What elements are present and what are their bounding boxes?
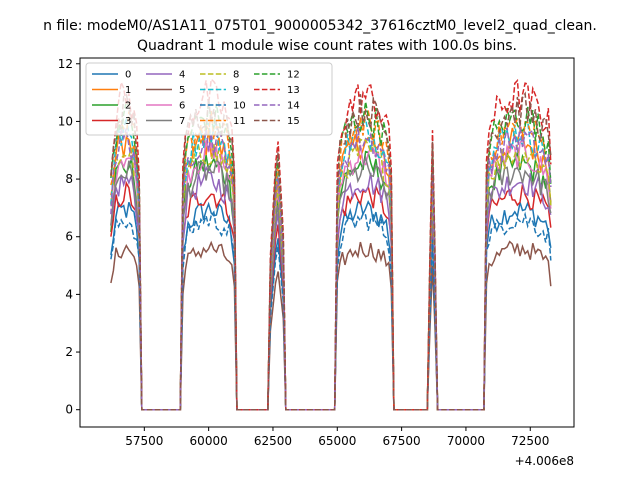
- legend-label: 11: [233, 116, 246, 127]
- y-tick-label: 6: [65, 230, 73, 244]
- x-axis: 57500 60000 62500 65000 67500 70000 72500: [125, 427, 549, 448]
- plot-frame: [79, 57, 575, 428]
- x-tick-label: 67500: [383, 434, 421, 448]
- y-tick-label: 12: [58, 57, 73, 71]
- x-tick-label: 65000: [318, 434, 356, 448]
- x-tick-label: 70000: [447, 434, 485, 448]
- x-tick-label: 62500: [254, 434, 292, 448]
- x-tick-label: 57500: [125, 434, 163, 448]
- legend-label: 4: [179, 70, 185, 81]
- legend-label: 0: [125, 70, 131, 81]
- legend-label: 1: [125, 85, 131, 96]
- y-tick-label: 0: [65, 403, 73, 417]
- x-tick-label: 60000: [190, 434, 228, 448]
- y-tick-label: 4: [65, 287, 73, 301]
- legend-label: 7: [179, 116, 185, 127]
- legend-label: 12: [287, 70, 300, 81]
- legend-label: 8: [233, 70, 239, 81]
- legend-label: 5: [179, 85, 185, 96]
- series-line-13: [110, 77, 552, 411]
- legend-label: 9: [233, 85, 239, 96]
- y-tick-label: 2: [65, 345, 73, 359]
- y-tick-label: 8: [65, 172, 73, 186]
- y-tick-label: 10: [58, 114, 73, 128]
- x-offset-label: +4.006e8: [515, 454, 574, 468]
- x-tick-label: 72500: [511, 434, 549, 448]
- series-layer: [110, 77, 552, 411]
- legend-label: 13: [287, 85, 300, 96]
- legend-label: 3: [125, 116, 131, 127]
- legend-label: 15: [287, 116, 300, 127]
- legend-label: 6: [179, 101, 185, 112]
- legend-label: 10: [233, 101, 246, 112]
- legend-label: 2: [125, 101, 131, 112]
- chart-title: Quadrant 1 module wise count rates with …: [137, 38, 517, 54]
- series-line-15: [110, 91, 552, 411]
- legend-box: [85, 62, 333, 136]
- y-axis: 0 2 4 6 8 10 12: [58, 57, 80, 417]
- legend-label: 14: [287, 101, 300, 112]
- chart-suptitle: n file: modeM0/AS1A11_075T01_9000005342_…: [43, 18, 597, 34]
